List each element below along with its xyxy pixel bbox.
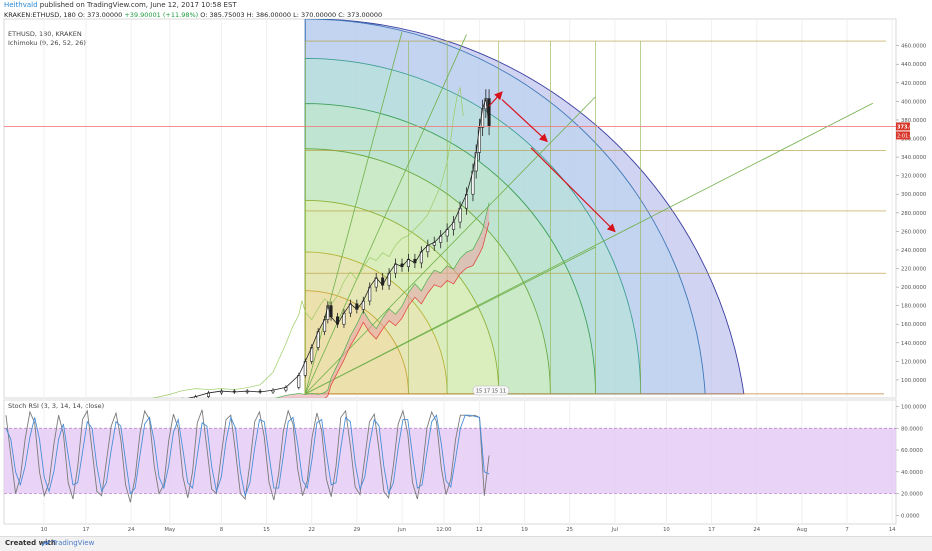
price-line: [187, 98, 490, 398]
axes: 100.0000120.0000140.0000160.0000180.0000…: [41, 44, 928, 533]
annotation-arrow: [488, 91, 503, 107]
y-tick-label: 120.0000: [901, 359, 927, 365]
annotation-arrows: 15 17 15 11: [472, 91, 616, 396]
ichimoku-legend[interactable]: Ichimoku (9, 26, 52, 26): [8, 39, 86, 47]
chikou-span: [151, 87, 464, 398]
x-tick-label: 10: [41, 527, 48, 533]
main-legend: ETHUSD, 180, KRAKEN: [8, 30, 82, 38]
y-tick-label: 140.0000: [901, 341, 927, 347]
y-tick-label: 380.0000: [901, 118, 927, 124]
x-tick-label: 19: [521, 527, 528, 533]
y-tick-label: 320.0000: [901, 174, 927, 180]
symbol-label: KRAKEN:ETHUSD, 180: [4, 11, 76, 19]
y-tick-label: 200.0000: [901, 285, 927, 291]
change-value: +39.90001 (+11.98%): [124, 11, 199, 19]
x-tick-label: 7: [845, 527, 848, 533]
y-tick-label: 460.0000: [901, 44, 927, 50]
stoch-legend[interactable]: Stoch RSI (3, 3, 14, 14, close): [8, 402, 105, 410]
x-tick-label: 8: [220, 527, 224, 533]
main-pane-frame: [3, 18, 897, 399]
publish-info: published on TradingView.com, June 12, 2…: [39, 1, 237, 9]
rsi-y-tick-label: 100.0000: [901, 405, 927, 411]
ohlc-values: O: 385.75003 H: 386.00000 L: 370.00000 C…: [200, 11, 383, 19]
rsi-band: [4, 428, 896, 494]
gann-fan: [304, 19, 886, 395]
x-tick-label: 10: [663, 527, 670, 533]
x-tick-label: 15: [263, 527, 270, 533]
gann-fan-ray: [305, 102, 874, 395]
candle-body: [156, 408, 158, 417]
stoch-rsi-pane: [4, 409, 896, 503]
stoch-k-line: [5, 409, 490, 503]
y-tick-label: 340.0000: [901, 155, 927, 161]
gann-fan-ray: [304, 31, 403, 394]
stoch-d-line: [5, 414, 490, 498]
rsi-y-tick-label: 80.0000: [901, 426, 924, 432]
y-tick-label: 160.0000: [901, 322, 927, 328]
y-tick-label: 280.0000: [901, 211, 927, 217]
event-badge-label: 15 17 15 11: [476, 389, 506, 395]
annotation-arrow: [530, 147, 616, 233]
y-tick-label: 440.0000: [901, 62, 927, 68]
x-tick-label: 14: [889, 527, 896, 533]
x-tick-label: May: [164, 527, 175, 533]
gann-fan-ray: [305, 246, 596, 395]
x-tick-label: 17: [708, 527, 715, 533]
x-tick-label: Aug: [797, 527, 807, 533]
rsi-y-tick-label: 60.0000: [901, 448, 924, 454]
x-tick-label: 24: [128, 527, 135, 533]
rsi-y-tick-label: 40.0000: [901, 470, 924, 476]
gann-fan-ray: [304, 34, 467, 395]
annotation-arrow: [501, 99, 549, 143]
price-series: [4, 89, 896, 417]
x-tick-label: Jul: [611, 527, 618, 533]
publish-header: Heithvald published on TradingView.com, …: [4, 1, 237, 9]
rsi-y-tick-label: 20.0000: [901, 492, 924, 498]
event-badge: [472, 385, 510, 396]
x-tick-label: 22: [308, 527, 315, 533]
y-tick-label: 260.0000: [901, 229, 927, 235]
x-tick-label: Jun: [397, 527, 406, 533]
created-with-label: Created with: [5, 539, 56, 547]
x-tick-label: 29: [353, 527, 360, 533]
current-price-label: 373.00000: [897, 124, 927, 130]
open-value: O: 373.00000: [77, 11, 123, 19]
x-tick-label: 25: [566, 527, 573, 533]
rsi-y-tick-label: 0.0000: [901, 513, 920, 519]
y-tick-label: 240.0000: [901, 248, 927, 254]
footer-bar: Created with TradingView: [0, 536, 932, 551]
y-tick-label: 100.0000: [901, 378, 927, 384]
y-tick-label: 420.0000: [901, 81, 927, 87]
tradingview-logo-icon: [42, 540, 50, 547]
countdown-label: 2:01:38: [897, 133, 916, 139]
current-price-tag: [896, 122, 910, 131]
ohlc-header: KRAKEN:ETHUSD, 180 O: 373.00000 +39.9000…: [4, 11, 382, 19]
y-tick-label: 400.0000: [901, 99, 927, 105]
x-tick-label: 24: [753, 527, 760, 533]
x-tick-label: 12:00: [436, 527, 452, 533]
senkou-span-a: [275, 202, 490, 398]
candle-body: [297, 374, 301, 388]
y-tick-label: 180.0000: [901, 304, 927, 310]
x-tick-label: 17: [83, 527, 90, 533]
y-tick-label: 220.0000: [901, 267, 927, 273]
y-tick-label: 300.0000: [901, 192, 927, 198]
price-chart[interactable]: 15 17 15 11 100.0000120.0000140.0000160.…: [0, 0, 932, 536]
countdown-tag: [896, 131, 910, 140]
ichimoku-cloud: [151, 87, 490, 398]
gann-fan-ray: [304, 96, 596, 395]
y-tick-label: 360.0000: [901, 137, 927, 143]
x-tick-label: 12: [476, 527, 483, 533]
author-name[interactable]: Heithvald: [4, 1, 38, 9]
tradingview-link[interactable]: TradingView: [52, 539, 95, 547]
senkou-span-b: [324, 221, 490, 398]
